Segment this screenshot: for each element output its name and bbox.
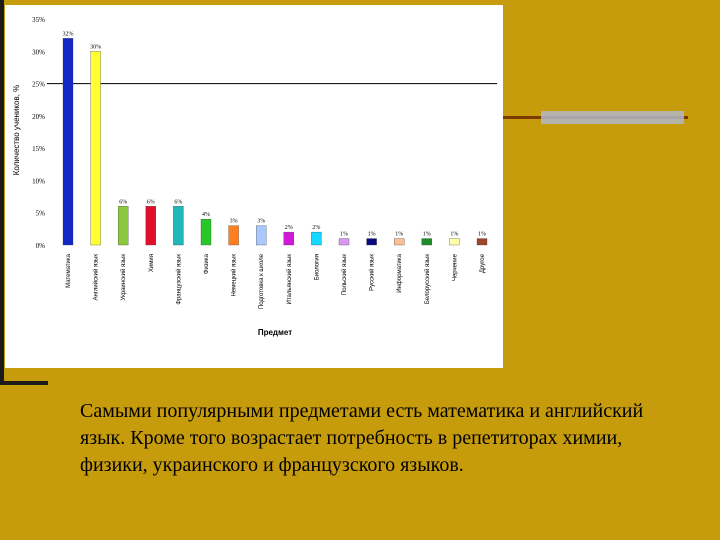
data-label: 1% <box>368 232 376 238</box>
x-tick-label: Польский язык <box>341 254 348 295</box>
y-tick-label: 20% <box>32 113 45 121</box>
bar <box>394 238 405 246</box>
data-label: 32% <box>63 31 74 37</box>
data-label: 1% <box>423 232 431 238</box>
bar <box>311 231 322 246</box>
bar <box>338 238 350 246</box>
chart-panel: 0% 5% 10% 15% 20% 25% 30% 35% 32% 30% 6% 6% 6% 4% 3% 3… <box>5 5 503 368</box>
data-label: 1% <box>340 232 348 238</box>
data-label: 30% <box>90 44 101 50</box>
y-tick-label: 15% <box>32 145 45 153</box>
x-tick-label: Химия <box>149 254 155 272</box>
data-label: 4% <box>202 212 210 218</box>
bar <box>228 225 239 246</box>
bar <box>421 238 432 246</box>
y-tick-label: 30% <box>32 48 45 56</box>
y-axis-title: Количество учеников, % <box>12 85 21 176</box>
bar <box>476 238 488 246</box>
x-tick-label: Французский язык <box>175 254 182 305</box>
caption-text: Самыми популярными предметами есть матем… <box>80 400 644 476</box>
data-label: 6% <box>119 199 127 205</box>
x-axis-title: Предмет <box>258 328 292 337</box>
decorative-horizontal-bar <box>0 381 48 385</box>
bar <box>256 225 267 246</box>
x-tick-label: Черчение <box>452 253 458 281</box>
y-tick-label: 25% <box>32 81 45 89</box>
y-tick-label: 5% <box>36 210 46 218</box>
data-label: 6% <box>174 199 182 205</box>
data-label: 1% <box>395 232 403 238</box>
bar <box>366 238 377 246</box>
data-label: 3% <box>257 219 265 225</box>
data-label: 1% <box>478 232 486 238</box>
bar <box>118 206 129 246</box>
data-label: 2% <box>285 225 293 231</box>
bar <box>173 206 184 246</box>
x-tick-label: Белорусский язык <box>424 254 431 304</box>
x-tick-label: Русский язык <box>369 254 376 291</box>
bar <box>62 38 74 246</box>
bar <box>200 219 212 246</box>
x-tick-label: Математика <box>66 253 72 287</box>
y-tick-label: 0% <box>36 242 46 250</box>
x-tick-label: Немецкий язык <box>231 254 238 297</box>
bar <box>283 231 294 246</box>
data-label: 6% <box>147 199 155 205</box>
x-tick-label: Другое <box>480 253 486 273</box>
bar-chart: 0% 5% 10% 15% 20% 25% 30% 35% 32% 30% 6% 6% 6% 4% 3% 3… <box>12 16 497 337</box>
bar <box>90 51 101 246</box>
bar <box>449 238 460 246</box>
y-tick-label: 10% <box>32 177 45 185</box>
bar <box>145 206 156 246</box>
data-label: 2% <box>312 225 320 231</box>
x-tick-label: Украинский язык <box>120 254 127 301</box>
x-tick-label: Подготовка к школе <box>259 253 265 309</box>
data-label: 3% <box>230 219 238 225</box>
x-tick-label: Биология <box>314 254 320 280</box>
decorative-vertical-bar <box>0 0 4 385</box>
data-label: 1% <box>450 232 458 238</box>
decorative-strip-grey <box>541 111 684 124</box>
x-tick-label: Физика <box>204 253 210 274</box>
x-tick-label: Английский язык <box>93 254 100 301</box>
y-tick-label: 35% <box>32 16 45 24</box>
x-tick-label: Итальянский язык <box>286 254 293 305</box>
x-tick-label: Информатика <box>397 253 403 292</box>
